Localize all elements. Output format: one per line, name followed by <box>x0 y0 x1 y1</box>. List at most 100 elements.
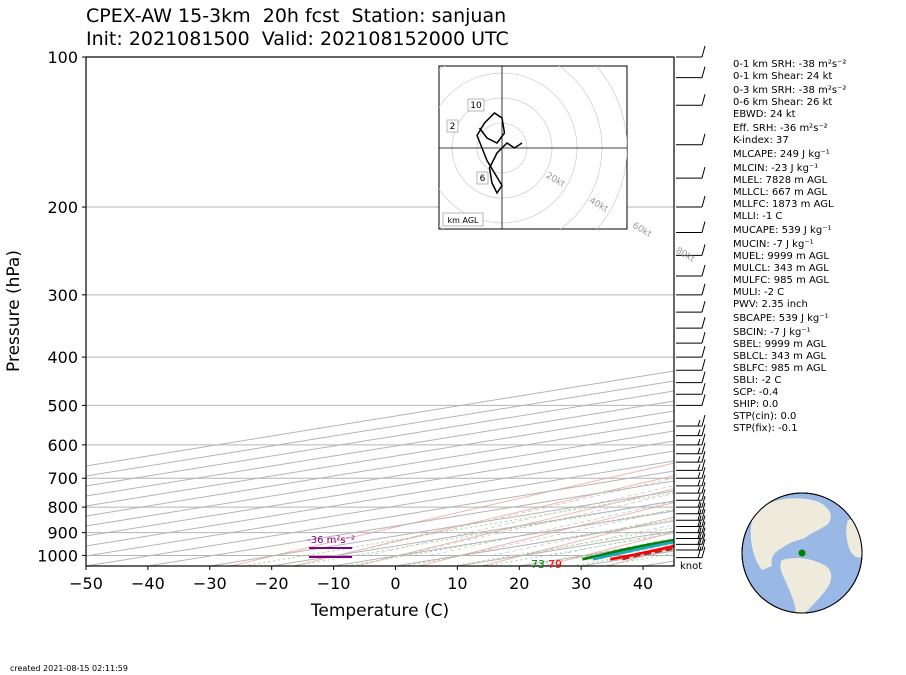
location-globe <box>741 492 863 614</box>
wind-barb <box>676 467 706 479</box>
dry-adiabat <box>419 502 674 566</box>
chart-title-line-1: CPEX-AW 15-3km 20h fcst Station: sanjuan <box>86 5 507 27</box>
isotherm <box>147 480 674 566</box>
wind-barb <box>676 459 706 471</box>
x-tick-label: 20 <box>509 574 529 593</box>
stat-line: SBLFC: 985 m AGL <box>733 363 827 374</box>
barb-half-flag <box>697 494 701 501</box>
dry-adiabat <box>230 462 674 566</box>
stat-line: MUCAPE: 539 J kg⁻¹ <box>733 225 832 236</box>
svg-text:km AGL: km AGL <box>448 216 480 225</box>
wind-barb <box>676 317 706 329</box>
stat-line: MLCAPE: 249 J kg⁻¹ <box>733 149 830 160</box>
barb-full-flag <box>701 414 706 427</box>
wind-barb <box>676 167 706 179</box>
barb-full-flag <box>697 515 702 527</box>
wind-barb <box>676 264 706 277</box>
wind-barb <box>676 451 706 463</box>
y-tick-label: 800 <box>47 498 78 517</box>
barb-full-flag <box>701 474 706 486</box>
stat-line: MULI: -2 C <box>733 287 785 298</box>
barb-full-flag <box>697 509 702 521</box>
moist-adiabat <box>429 501 674 556</box>
barb-full-flag <box>701 317 706 329</box>
stat-line: EBWD: 24 kt <box>733 109 796 120</box>
barb-half-flag <box>697 419 701 427</box>
x-tick-label: −50 <box>69 574 103 593</box>
dry-adiabat <box>481 516 674 566</box>
dry-adiabat <box>293 475 674 566</box>
wind-barb <box>676 489 706 501</box>
barb-half-flag <box>697 429 701 436</box>
barb-full-flag <box>701 394 706 406</box>
barb-full-flag <box>701 301 706 313</box>
hodo-height-label-2: 2 <box>446 119 459 133</box>
chart-title-line-2: Init: 2021081500 Valid: 202108152000 UTC <box>86 28 509 50</box>
x-tick-label: 10 <box>447 574 467 593</box>
barb-half-flag <box>697 472 701 479</box>
barb-full-flag <box>701 502 706 514</box>
barb-half-flag <box>697 464 701 471</box>
barb-full-flag <box>701 442 706 454</box>
stat-line: MUCIN: -7 J kg⁻¹ <box>733 239 814 250</box>
hodograph-ring-label: 80kt <box>674 246 697 265</box>
globe-south-america <box>780 558 832 613</box>
barb-full-flag <box>697 502 702 514</box>
barb-full-flag <box>701 467 706 479</box>
barb-full-flag <box>701 521 706 533</box>
isotherm <box>86 450 674 547</box>
svg-text:2: 2 <box>450 122 456 132</box>
barb-full-flag <box>701 482 706 494</box>
barb-full-flag <box>701 345 706 358</box>
hodo-height-label-6: 6 <box>476 171 489 185</box>
wind-barb <box>676 414 706 427</box>
x-tick-label: −40 <box>131 574 165 593</box>
surface-dewpoint-label: 73 <box>531 558 545 571</box>
barb-full-flag <box>701 167 706 179</box>
barb-full-flag <box>701 489 706 501</box>
wind-barb <box>676 482 706 494</box>
moist-adiabat <box>367 485 674 556</box>
barb-full-flag <box>701 451 706 463</box>
x-tick-label: 30 <box>571 574 591 593</box>
moist-adiabat <box>460 509 674 556</box>
y-tick-label: 200 <box>47 198 78 217</box>
stats-panel: 0-1 km SRH: -38 m²s⁻² 0-1 km Shear: 24 kt… <box>733 57 903 435</box>
svg-text:6: 6 <box>480 174 486 184</box>
wind-barb <box>676 442 706 455</box>
barb-full-flag <box>701 331 706 344</box>
wind-barb <box>676 221 706 234</box>
barb-full-flag <box>701 533 706 545</box>
hodograph-ring-label: 60kt <box>630 221 653 240</box>
wind-barb <box>676 195 706 208</box>
barb-half-flag <box>697 438 701 446</box>
barb-full-flag <box>701 94 706 106</box>
stat-line: SBLI: -2 C <box>733 375 782 386</box>
stat-line: STP(cin): 0.0 <box>733 411 797 422</box>
wind-barb <box>676 509 706 521</box>
x-tick-label: −20 <box>255 574 289 593</box>
wind-barb <box>676 359 706 371</box>
isotherm <box>86 420 674 517</box>
x-axis-label: Temperature (C) <box>310 601 449 621</box>
barb-half-flag <box>697 479 701 486</box>
y-tick-label: 100 <box>47 48 78 67</box>
wind-barb <box>676 521 706 534</box>
barb-full-flag <box>701 433 706 445</box>
stat-line: SBCAPE: 539 J kg⁻¹ <box>733 313 829 324</box>
barb-full-flag <box>701 515 706 527</box>
wind-barb <box>676 45 706 58</box>
wind-barb <box>676 394 706 406</box>
stat-line: MLEL: 7828 m AGL <box>733 175 828 186</box>
stat-line: 0-6 km Shear: 26 kt <box>733 97 833 108</box>
surface-temperature-label: 79 <box>548 558 562 571</box>
wind-barb <box>676 345 706 358</box>
wind-barb <box>676 502 706 515</box>
y-tick-label: 900 <box>47 524 78 543</box>
stat-line: MLLFC: 1873 m AGL <box>733 199 834 210</box>
wind-units-label: knot <box>680 561 702 572</box>
stat-line: MUEL: 9999 m AGL <box>733 251 829 262</box>
barb-full-flag <box>701 496 706 508</box>
moist-adiabat <box>491 516 674 556</box>
